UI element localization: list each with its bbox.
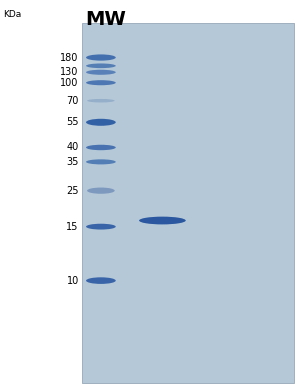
Ellipse shape [139,217,186,224]
Text: 25: 25 [66,186,79,196]
Text: 70: 70 [66,96,79,106]
Text: 130: 130 [60,67,79,77]
Ellipse shape [86,80,116,85]
Ellipse shape [86,277,116,284]
Ellipse shape [86,54,116,61]
Text: 100: 100 [60,78,79,88]
Ellipse shape [86,145,116,150]
Bar [82,23,294,383]
Ellipse shape [86,119,116,126]
Text: MW: MW [85,10,126,29]
Ellipse shape [86,70,116,75]
Text: 15: 15 [66,222,79,231]
Text: 35: 35 [66,157,79,167]
Ellipse shape [87,187,115,194]
Text: 55: 55 [66,117,79,127]
Text: 40: 40 [67,142,79,152]
Ellipse shape [86,224,116,230]
Ellipse shape [86,63,116,68]
Text: 180: 180 [60,53,79,63]
Ellipse shape [87,99,115,102]
Ellipse shape [86,159,116,165]
Text: 10: 10 [67,276,79,286]
Text: KDa: KDa [3,10,21,19]
